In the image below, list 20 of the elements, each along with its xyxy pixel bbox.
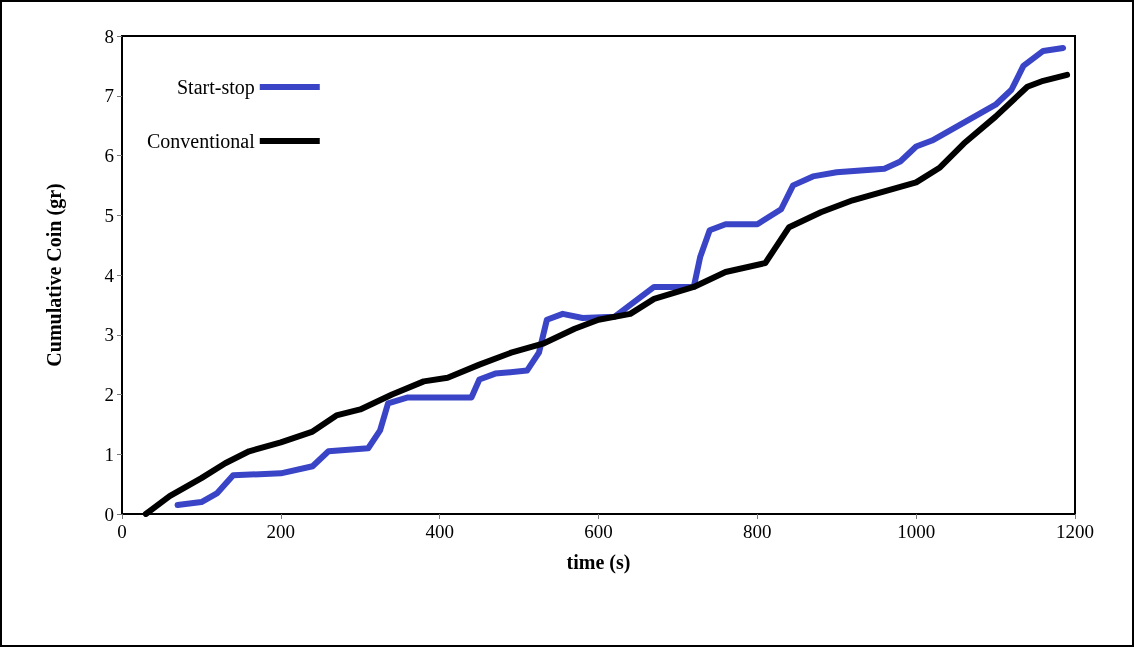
y-tick-label: 4 [104, 264, 115, 286]
y-axis-title: Cumulative Coin (gr) [43, 183, 66, 367]
x-axis-title: time (s) [566, 551, 631, 574]
x-tick-label: 0 [117, 521, 127, 542]
y-tick-label: 1 [104, 443, 114, 465]
legend-label: Start-stop [176, 76, 255, 99]
y-tick-label: 6 [104, 145, 114, 166]
y-tick-label: 3 [104, 324, 114, 346]
y-tick-label: 5 [104, 204, 114, 226]
y-tick-label: 8 [104, 25, 114, 47]
y-tick-label: 7 [104, 85, 114, 107]
x-tick-label: 600 [584, 521, 613, 542]
x-tick-label: 1000 [897, 521, 936, 542]
x-tick-label: 200 [266, 521, 296, 542]
y-tick-label: 0 [104, 503, 114, 525]
x-tick-label: 400 [425, 521, 454, 542]
x-tick-label: 800 [743, 521, 772, 542]
x-tick-label: 1200 [1056, 521, 1094, 542]
y-tick-label: 2 [104, 384, 114, 405]
legend-label: Conventional [147, 130, 256, 152]
